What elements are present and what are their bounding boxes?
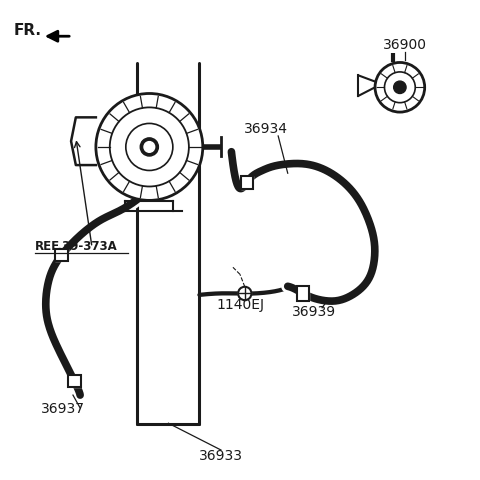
Bar	[297, 286, 309, 300]
Text: 36939: 36939	[292, 305, 336, 319]
Circle shape	[96, 94, 203, 200]
Text: FR.: FR.	[13, 23, 41, 38]
Text: 36937: 36937	[41, 402, 85, 416]
Bar	[68, 375, 81, 387]
Circle shape	[238, 287, 252, 300]
Text: REF.39-373A: REF.39-373A	[35, 240, 118, 253]
Bar	[56, 249, 68, 261]
Bar	[240, 176, 253, 189]
Bar	[297, 286, 309, 300]
Circle shape	[375, 62, 425, 112]
Text: 36900: 36900	[383, 38, 427, 52]
Bar	[56, 249, 68, 261]
Circle shape	[144, 142, 155, 152]
Bar	[240, 176, 253, 189]
Circle shape	[394, 81, 406, 94]
Circle shape	[140, 138, 158, 156]
Bar	[68, 375, 81, 387]
Text: 36934: 36934	[244, 121, 288, 136]
Text: 36933: 36933	[199, 449, 243, 464]
Text: 1140EJ: 1140EJ	[216, 298, 264, 312]
